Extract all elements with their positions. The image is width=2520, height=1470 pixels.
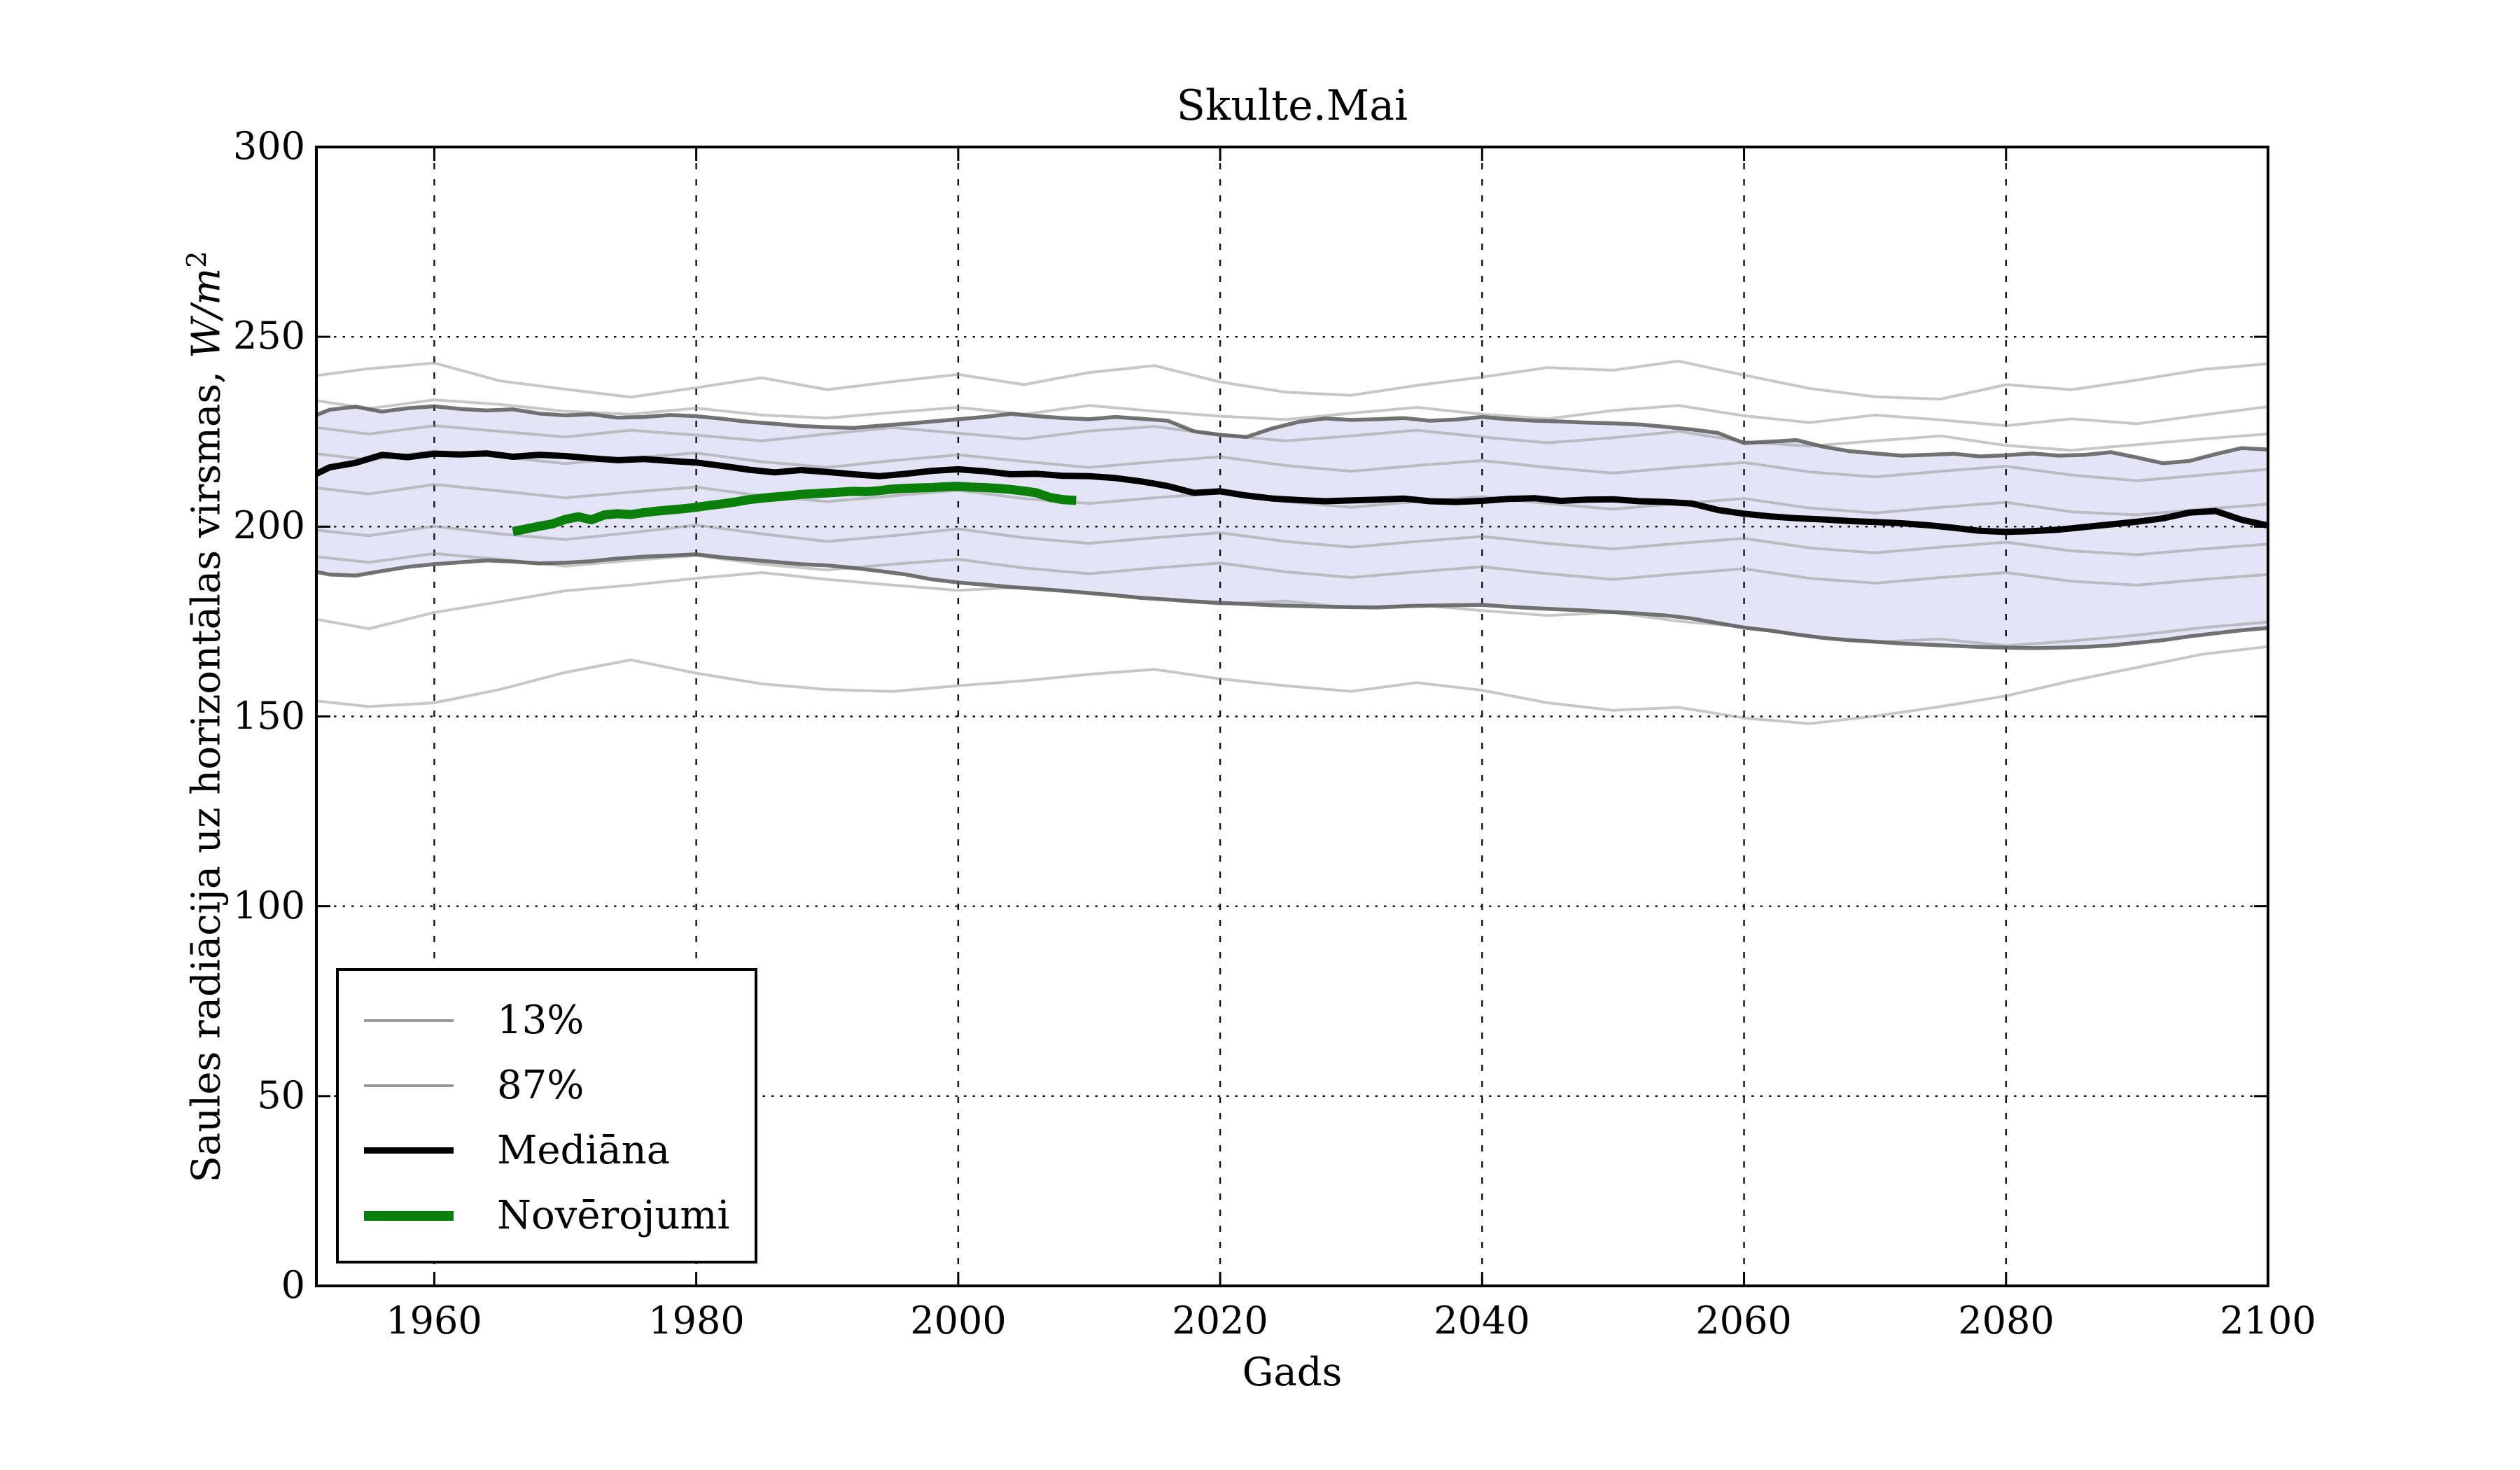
legend-label-p13: 13% (497, 997, 584, 1043)
plot-border (315, 146, 2269, 1287)
y-tick-label-150: 150 (232, 694, 305, 738)
p87-line-sample (364, 1084, 454, 1087)
series-ensemble-8 (316, 571, 2269, 648)
y-tick-label-250: 250 (232, 314, 305, 358)
x-tick-label-2020: 2020 (1172, 1298, 1268, 1343)
series-ensemble-6 (316, 524, 2269, 556)
y-axis-unit-exponent: 2 (181, 251, 212, 268)
y-tick-label-300: 300 (232, 124, 305, 168)
legend-label-observations: Novērojumi (497, 1193, 730, 1238)
x-tick-label-2060: 2060 (1695, 1298, 1792, 1343)
chart-title: Skulte.Mai (1176, 81, 1408, 130)
x-tick-label-2040: 2040 (1434, 1298, 1530, 1343)
series-ensemble-9 (316, 645, 2269, 725)
series-ensemble-7 (316, 552, 2269, 587)
x-tick-label-1960: 1960 (386, 1298, 482, 1343)
y-tick-label-0: 0 (281, 1263, 305, 1307)
y-tick-label-100: 100 (232, 883, 305, 927)
legend-label-median: Mediāna (497, 1128, 671, 1173)
y-tick-label-50: 50 (257, 1073, 305, 1117)
legend-item-p13: 13% (339, 988, 755, 1053)
series-ensemble-2 (316, 398, 2269, 428)
legend-item-p87: 87% (339, 1053, 755, 1118)
series-13% (316, 552, 2269, 650)
legend-item-median: Mediāna (339, 1118, 755, 1183)
legend-item-observations: Novērojumi (339, 1183, 755, 1248)
y-tick-label-200: 200 (232, 503, 305, 547)
x-tick-label-1980: 1980 (648, 1298, 745, 1343)
y-axis-label-text: Saules radiācija uz horizontālas virsmas… (183, 358, 230, 1183)
x-axis-label: Gads (1242, 1350, 1343, 1395)
legend-box: 13% 87% Mediāna Novērojumi (336, 968, 757, 1264)
series-ensemble-1 (316, 359, 2269, 401)
observations-line-sample (364, 1210, 454, 1221)
x-tick-label-2100: 2100 (2220, 1298, 2316, 1343)
x-tick-label-2080: 2080 (1958, 1298, 2054, 1343)
p13-line-sample (364, 1018, 454, 1022)
x-tick-label-2000: 2000 (910, 1298, 1007, 1343)
series-ensemble-3 (316, 424, 2269, 452)
median-line-sample (364, 1147, 454, 1154)
legend-label-p87: 87% (497, 1063, 584, 1108)
series-Mediāna (315, 450, 2269, 536)
series-87% (315, 404, 2269, 465)
series-Novērojumi (512, 482, 1077, 536)
